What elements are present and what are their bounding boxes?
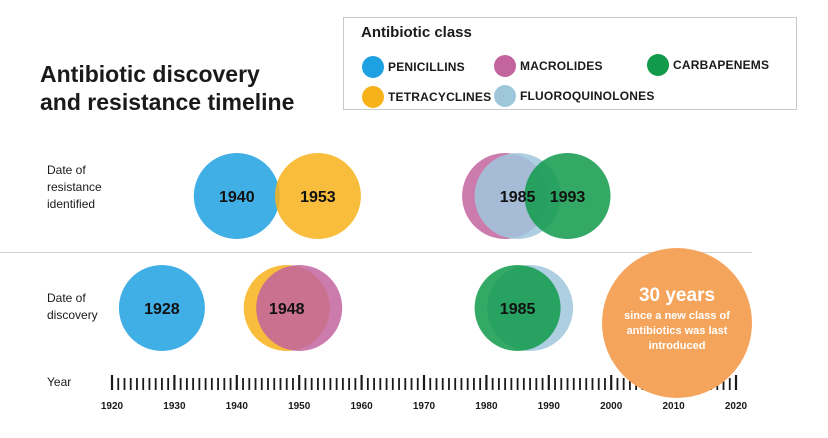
legend-swatch-macrolides xyxy=(494,55,516,77)
legend: Antibiotic class PENICILLINS MACROLIDES … xyxy=(343,17,797,110)
legend-swatch-fluoroquinolones xyxy=(494,85,516,107)
bubble-tetracyclines-resistance xyxy=(274,153,361,239)
legend-label-tetracyclines: TETRACYCLINES xyxy=(388,90,492,104)
legend-item-fluoroquinolones: FLUOROQUINOLONES xyxy=(494,85,655,107)
legend-item-macrolides: MACROLIDES xyxy=(494,55,603,77)
bubble-label-carbapenems-resistance: 1993 xyxy=(550,189,586,206)
bubble-penicillins-discovery xyxy=(118,265,205,351)
axis-tick-label-1940: 1940 xyxy=(226,401,249,412)
bubble-penicillins-resistance xyxy=(193,153,280,239)
chart-title-line-1: Antibiotic discovery xyxy=(40,61,260,87)
bubble-carbapenems-resistance xyxy=(524,153,611,239)
row-label-discovery: Date of discovery xyxy=(47,291,98,322)
bubbles-layer xyxy=(118,153,611,351)
bubble-macrolides-discovery xyxy=(256,265,343,351)
legend-title: Antibiotic class xyxy=(361,24,472,41)
bubble-labels-layer: 1940 1928 1953 1948 1985 1993 1985 xyxy=(144,189,585,318)
axis-tick-label-2020: 2020 xyxy=(725,401,748,412)
legend-item-penicillins: PENICILLINS xyxy=(362,56,465,78)
axis-tick-label-1960: 1960 xyxy=(350,401,373,412)
bubble-label-penicillins-discovery: 1928 xyxy=(144,301,180,318)
callout-headline: 30 years xyxy=(638,284,716,306)
row-label-resistance: Date of resistance identified xyxy=(47,163,102,211)
axis-tick-label-1970: 1970 xyxy=(413,401,436,412)
chart-title: Antibiotic discovery and resistance time… xyxy=(40,60,340,116)
row-divider xyxy=(0,252,752,253)
callout-30-years: 30 years since a new class of antibiotic… xyxy=(602,248,752,398)
legend-label-carbapenems: CARBAPENEMS xyxy=(673,58,770,72)
axis-tick-label-2000: 2000 xyxy=(600,401,623,412)
axis-tick-label-1920: 1920 xyxy=(101,401,124,412)
legend-label-macrolides: MACROLIDES xyxy=(520,59,603,73)
axis-tick-label-1990: 1990 xyxy=(538,401,561,412)
axis-tick-label-1950: 1950 xyxy=(288,401,311,412)
axis-tick-label-1980: 1980 xyxy=(475,401,498,412)
bubble-label-tetracyclines-resistance: 1953 xyxy=(300,189,336,206)
bubble-label-tetracyclines-discovery: 1948 xyxy=(269,301,305,318)
bubble-label-carbapenems-discovery: 1985 xyxy=(500,301,536,318)
legend-label-penicillins: PENICILLINS xyxy=(388,60,465,74)
legend-swatch-tetracyclines xyxy=(362,86,384,108)
legend-label-fluoroquinolones: FLUOROQUINOLONES xyxy=(520,89,655,103)
legend-item-carbapenems: CARBAPENEMS xyxy=(647,54,769,76)
bubble-label-penicillins-resistance: 1940 xyxy=(219,189,255,206)
chart-title-line-2: and resistance timeline xyxy=(40,89,295,115)
bubble-carbapenems-discovery xyxy=(474,265,561,351)
callout-text: since a new class of antibiotics was las… xyxy=(624,309,730,352)
legend-item-tetracyclines: TETRACYCLINES xyxy=(362,86,491,108)
axis-label-year: Year xyxy=(47,375,72,389)
bubble-label-fluoroquinolones-resistance: 1985 xyxy=(500,189,536,206)
axis-tick-label-1930: 1930 xyxy=(163,401,186,412)
legend-swatch-penicillins xyxy=(362,56,384,78)
axis-tick-label-2010: 2010 xyxy=(662,401,685,412)
legend-swatch-carbapenems xyxy=(647,54,669,76)
